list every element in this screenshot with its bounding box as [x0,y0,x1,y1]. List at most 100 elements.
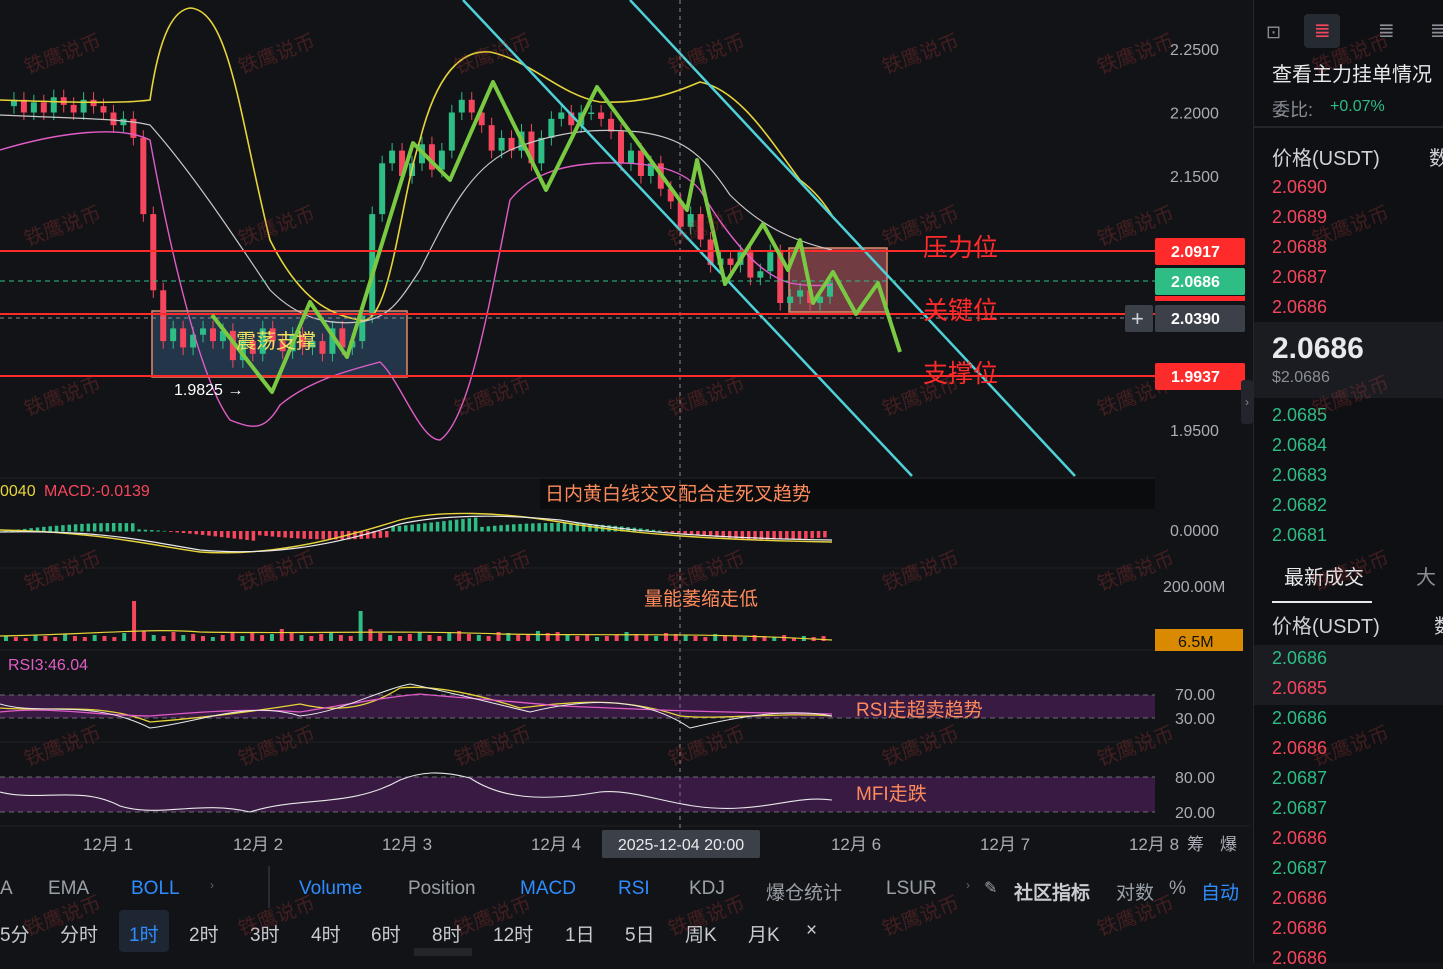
tf-3h[interactable]: 3时 [250,925,280,946]
tf-timeline[interactable]: 分时 [60,925,99,946]
orderbook-bids-icon[interactable]: ≣ [1378,20,1395,42]
candle [229,330,236,361]
volume-bar [496,632,501,641]
indicator-a[interactable]: A [0,878,13,899]
log-scale-toggle[interactable]: 对数 [1116,883,1155,904]
tab-latest-trades[interactable]: 最新成交 [1284,567,1364,589]
panel-title: 查看主力挂单情况 [1272,64,1432,86]
orderbook-asks-icon[interactable]: ≣ [1430,20,1443,42]
macd-bar [156,530,160,532]
macd-bar [505,524,510,532]
bid-row[interactable]: 2.0684 [1272,435,1328,455]
candle [259,328,266,354]
close-icon[interactable]: × [806,920,818,941]
price-chart[interactable]: 2.0917 2.0686 2.0390 1.9937 + 0.0000 0040 MACD… [0,0,1250,868]
trade-row[interactable]: 2.0686 [1272,738,1328,758]
tf-month[interactable]: 月K [748,925,780,946]
volume-bar [752,635,757,641]
volume-bar [4,636,8,641]
tf-week[interactable]: 周K [685,925,717,946]
bid-row[interactable]: 2.0683 [1272,465,1328,485]
collapse-panel-handle[interactable]: › [1241,380,1253,424]
volume-bar [181,635,186,641]
indicator-kdj[interactable]: KDJ [689,878,725,899]
bid-row[interactable]: 2.0685 [1272,405,1328,425]
tf-12h[interactable]: 12时 [493,925,534,946]
candle [478,112,485,126]
indicator-lsur[interactable]: LSUR [886,878,937,899]
indicator-position[interactable]: Position [408,878,476,899]
candle [20,99,27,113]
trade-row[interactable]: 2.0685 [1272,678,1328,698]
tab-large-trades[interactable]: 大 [1416,567,1436,589]
ask-row[interactable]: 2.0689 [1272,207,1328,227]
divider [1254,126,1443,128]
tf-6h[interactable]: 6时 [371,925,401,946]
auto-scale-toggle[interactable]: 自动 [1201,883,1240,904]
macd-bar [823,531,827,538]
crosshair-price-tag-bg [1155,305,1245,332]
bid-row[interactable]: 2.0682 [1272,495,1328,515]
candle [627,150,634,164]
macd-bar [715,531,719,537]
trade-row[interactable]: 2.0686 [1272,828,1328,848]
indicator-macd[interactable]: MACD [520,878,576,899]
price-levels: 2.0917 2.0686 2.0390 1.9937 + [0,238,1245,390]
volume-bar [821,636,826,641]
ratio-label: 委比: [1272,100,1314,120]
y-tick-label: 2.2000 [1170,106,1219,123]
ask-row[interactable]: 2.0687 [1272,267,1328,287]
tf-5m[interactable]: 5分 [0,925,30,946]
trade-row[interactable]: 2.0687 [1272,798,1328,818]
indicator-rsi[interactable]: RSI [618,878,650,899]
chevron-right-icon[interactable]: › [210,878,214,892]
ask-row[interactable]: 2.0686 [1272,297,1328,317]
edit-icon[interactable]: ✎ [984,880,998,897]
trade-row[interactable]: 2.0686 [1272,918,1328,938]
macd-bar [759,531,764,540]
x-tick-label: 12月 2 [233,835,283,854]
percent-scale-toggle[interactable]: % [1169,878,1186,899]
tf-1h[interactable]: 1时 [129,925,159,946]
liquidation-label: 爆 [1220,835,1237,854]
community-indicators-button[interactable]: 社区指标 [1014,883,1091,904]
bid-row[interactable]: 2.0681 [1272,525,1328,545]
indicator-liquidation[interactable]: 爆仓统计 [766,883,843,904]
chevron-right-icon[interactable]: › [966,878,970,892]
channel-upper-line [629,0,1076,477]
book-view-both[interactable] [1304,14,1340,48]
macd-bar [683,531,687,534]
trade-row[interactable]: 2.0687 [1272,858,1328,878]
candle [817,296,824,303]
macd-bar [124,523,129,532]
volume-bar [535,631,540,641]
indicator-boll[interactable]: BOLL [131,878,180,899]
mfi-note: MFI走跌 [856,783,927,805]
drag-handle[interactable] [414,948,472,956]
candle [558,112,565,119]
trade-row[interactable]: 2.0686 [1272,948,1328,968]
indicator-volume[interactable]: Volume [299,878,363,899]
macd-bar [302,531,306,539]
trade-row[interactable]: 2.0686 [1272,648,1328,668]
volume-bar [43,636,48,641]
tf-1d[interactable]: 1日 [565,925,595,946]
ask-row[interactable]: 2.0690 [1272,177,1328,197]
boll-upper [0,7,833,322]
candle [647,163,654,176]
trade-row[interactable]: 2.0687 [1272,768,1328,788]
macd-bar [766,531,770,540]
boll-bands [0,7,833,441]
tf-2h[interactable]: 2时 [189,925,219,946]
tf-5d[interactable]: 5日 [625,925,655,946]
chart-area[interactable]: 2.0917 2.0686 2.0390 1.9937 + 0.0000 0040 MACD… [0,0,1250,963]
tf-8h[interactable]: 8时 [432,925,462,946]
indicator-ema[interactable]: EMA [48,878,90,899]
expand-icon[interactable]: ⊡ [1266,22,1282,42]
trade-row[interactable]: 2.0686 [1272,888,1328,908]
candle [359,315,366,342]
trade-row[interactable]: 2.0686 [1272,708,1328,728]
tf-4h[interactable]: 4时 [311,925,341,946]
ask-row[interactable]: 2.0688 [1272,237,1328,257]
macd-bar [791,531,795,540]
